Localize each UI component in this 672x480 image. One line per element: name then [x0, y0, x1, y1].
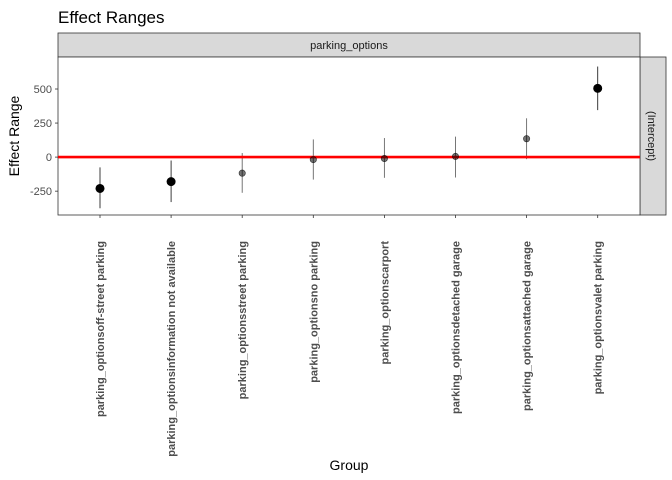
point-estimate: [523, 135, 531, 143]
y-tick-label: 500: [34, 84, 52, 96]
point-estimate: [380, 154, 388, 162]
plot-panel: [57, 56, 641, 216]
y-axis: -250 0 250 500: [30, 84, 58, 198]
point-estimate: [309, 156, 317, 164]
y-tick-label: 0: [46, 152, 52, 164]
point-estimate: [238, 169, 246, 177]
point-estimate: [166, 177, 176, 187]
x-tick-label: parking_optionsno parking: [308, 241, 320, 383]
chart-marks: [58, 66, 640, 209]
facet-strip-right: [639, 56, 667, 216]
point-estimate: [451, 152, 459, 160]
x-axis-title: Group: [330, 457, 369, 473]
x-tick-label: parking_optionsattached garage: [522, 241, 534, 411]
facet-strip-right-label: (Intercept): [645, 111, 657, 161]
point-estimate: [95, 183, 105, 193]
y-axis-title: Effect Range: [6, 95, 22, 176]
x-tick-label: parking_optionsstreet parking: [237, 241, 249, 399]
point-estimate: [593, 83, 603, 93]
facet-strip-top: [57, 32, 641, 58]
x-axis: parking_optionsoff-street parking parking…: [95, 215, 605, 457]
x-tick-label: parking_optionsvalet parking: [593, 241, 605, 394]
x-tick-label: parking_optionscarport: [379, 241, 391, 365]
y-tick-label: 250: [34, 118, 52, 130]
facet-strip-top-label: parking_options: [310, 40, 388, 52]
chart-title: Effect Ranges: [58, 8, 164, 27]
x-tick-label: parking_optionsdetached garage: [451, 241, 463, 414]
x-tick-label: parking_optionsoff-street parking: [95, 241, 107, 417]
x-tick-label: parking_optionsinformation not available: [166, 241, 178, 457]
y-tick-label: -250: [30, 186, 52, 198]
